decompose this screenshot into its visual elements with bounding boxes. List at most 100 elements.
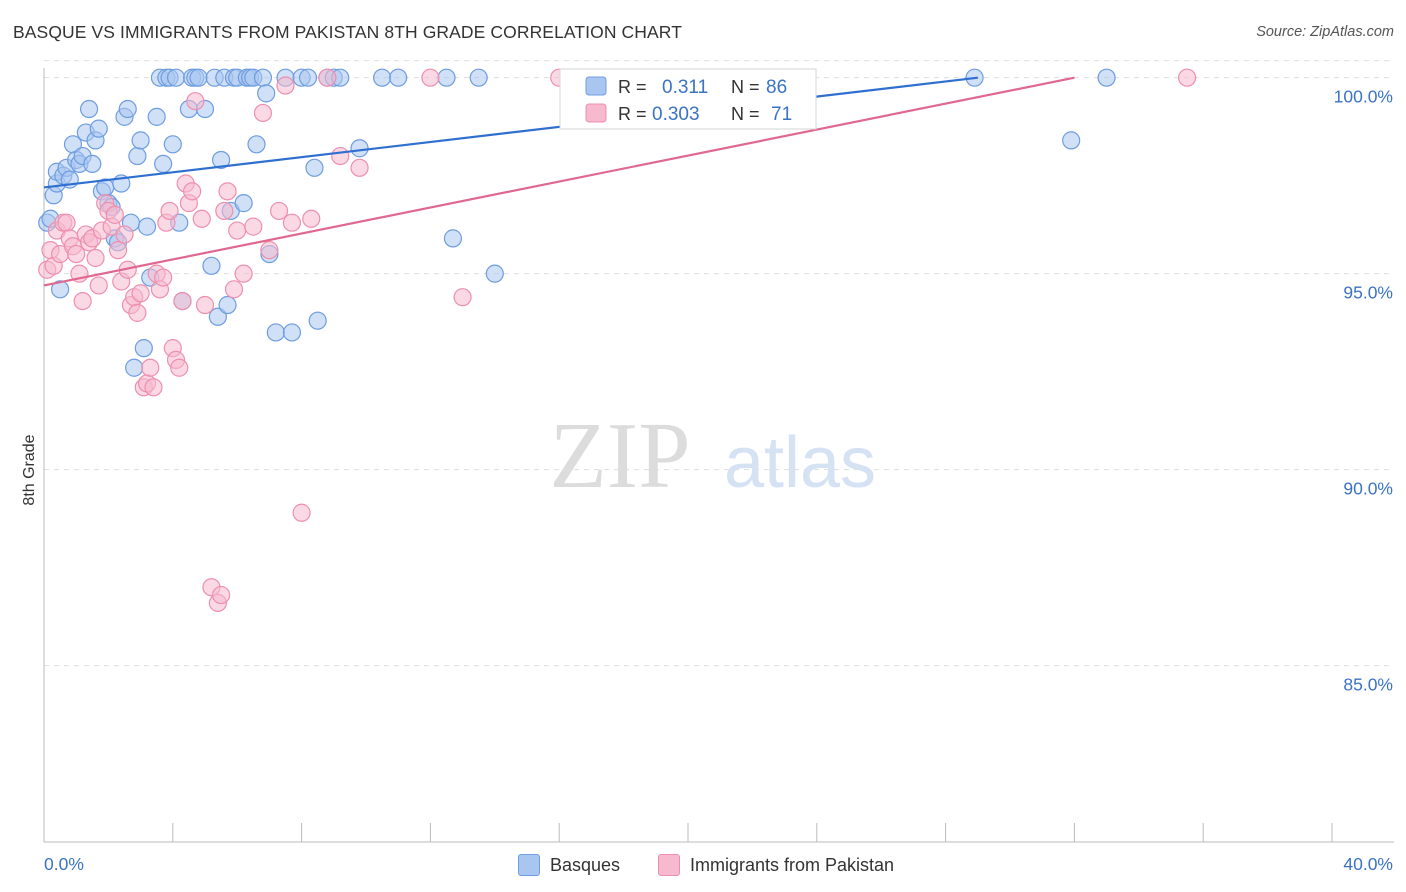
legend-label-pakistan: Immigrants from Pakistan bbox=[690, 854, 895, 875]
basques-point bbox=[1097, 68, 1116, 87]
stats-legend-box: R = 0.311 N = 86 R = 0.303 N = 71 bbox=[559, 68, 817, 130]
legend-r-label: R = bbox=[618, 104, 647, 124]
pakistan-point bbox=[234, 264, 253, 283]
watermark: ZIP atlas bbox=[550, 404, 877, 508]
pakistan-point bbox=[67, 244, 86, 264]
pakistan-point bbox=[282, 213, 302, 232]
source-label: Source: ZipAtlas.com bbox=[1256, 24, 1394, 40]
pakistan-point bbox=[195, 295, 215, 315]
basques-point bbox=[147, 107, 166, 126]
data-points bbox=[38, 68, 1197, 613]
basques-point bbox=[469, 68, 488, 87]
grid bbox=[44, 60, 1394, 667]
legend-label-basques: Basques bbox=[550, 854, 621, 875]
pakistan-point bbox=[73, 291, 92, 311]
basques-point bbox=[266, 323, 285, 342]
pakistan-point bbox=[105, 205, 124, 224]
y-tick-label: 100.0% bbox=[1334, 87, 1393, 107]
basques-point bbox=[247, 135, 266, 154]
basques-point bbox=[437, 68, 456, 87]
x-tick-label: 0.0% bbox=[44, 854, 84, 874]
basques-point bbox=[118, 99, 137, 119]
basques-point bbox=[298, 68, 318, 87]
pakistan-point bbox=[253, 103, 273, 123]
y-axis-label: 8th Grade bbox=[21, 434, 38, 505]
basques-point bbox=[154, 154, 173, 174]
basques-point bbox=[83, 154, 102, 174]
basques-point bbox=[282, 323, 302, 342]
bottom-legend: Basques Immigrants from Pakistan bbox=[0, 850, 1406, 880]
basques-point bbox=[389, 68, 408, 87]
legend-n-value: 71 bbox=[771, 104, 792, 125]
pakistan-point bbox=[224, 280, 244, 299]
watermark-zip: ZIP bbox=[550, 404, 691, 508]
pakistan-point bbox=[128, 303, 147, 322]
pakistan-point bbox=[421, 68, 440, 87]
x-tick-label: 40.0% bbox=[1343, 854, 1393, 874]
pakistan-point bbox=[154, 268, 173, 287]
pakistan-point bbox=[331, 146, 350, 166]
x-tick-labels: 0.0% 40.0% bbox=[44, 854, 1393, 874]
pakistan-point bbox=[276, 76, 295, 95]
legend-r-label: R = bbox=[618, 77, 647, 97]
pakistan-point bbox=[57, 213, 76, 232]
basques-point bbox=[305, 158, 324, 177]
pakistan-point bbox=[218, 182, 237, 201]
axes bbox=[43, 68, 1394, 843]
legend-n-label: N = bbox=[731, 104, 760, 124]
basques-point bbox=[350, 139, 369, 158]
trend-lines bbox=[43, 76, 1075, 287]
basques-point bbox=[202, 256, 221, 275]
legend-n-value: 86 bbox=[766, 77, 787, 98]
pakistan-point bbox=[89, 276, 108, 295]
basques-point bbox=[163, 135, 182, 154]
pakistan-point bbox=[115, 225, 134, 244]
basques-point bbox=[79, 99, 99, 119]
basques-point bbox=[253, 68, 273, 87]
watermark-atlas: atlas bbox=[724, 423, 876, 503]
basques-point bbox=[137, 217, 157, 236]
legend-swatch-basques bbox=[518, 854, 540, 876]
pakistan-point bbox=[228, 221, 247, 240]
y-tick-label: 90.0% bbox=[1343, 479, 1393, 499]
basques-point bbox=[208, 307, 227, 326]
pakistan-point bbox=[212, 585, 231, 605]
pakistan-trend-line bbox=[43, 76, 1075, 287]
basques-point bbox=[50, 280, 70, 299]
legend-item-pakistan[interactable]: Immigrants from Pakistan bbox=[658, 850, 894, 880]
basques-point bbox=[166, 68, 186, 87]
chart-title: BASQUE VS IMMIGRANTS FROM PAKISTAN 8TH G… bbox=[13, 22, 683, 42]
basques-point bbox=[257, 84, 276, 103]
pakistan-point bbox=[108, 241, 128, 260]
y-tick-label: 95.0% bbox=[1343, 283, 1393, 303]
pakistan-point bbox=[318, 68, 337, 87]
basques-point bbox=[89, 119, 108, 138]
pakistan-point bbox=[144, 378, 163, 397]
pakistan-point bbox=[173, 291, 192, 311]
basques-point bbox=[125, 358, 144, 377]
legend-item-basques[interactable]: Basques bbox=[518, 850, 620, 880]
basques-point bbox=[234, 194, 253, 213]
legend-n-label: N = bbox=[731, 77, 760, 97]
legend-swatch-pink bbox=[585, 103, 607, 123]
y-tick-label: 85.0% bbox=[1343, 675, 1393, 695]
pakistan-point bbox=[183, 182, 202, 201]
pakistan-point bbox=[260, 241, 279, 260]
basques-point bbox=[1062, 131, 1081, 150]
basques-trend-line bbox=[43, 76, 978, 189]
legend-swatch-pakistan bbox=[658, 854, 680, 876]
pakistan-point bbox=[170, 358, 189, 377]
pakistan-point bbox=[131, 284, 150, 303]
pakistan-point bbox=[215, 201, 234, 221]
basques-point bbox=[373, 68, 392, 87]
legend-r-value: 0.303 bbox=[652, 104, 700, 125]
pakistan-point bbox=[350, 158, 369, 177]
legend-swatch-blue bbox=[585, 76, 607, 96]
legend-r-value: 0.311 bbox=[662, 77, 708, 98]
pakistan-point bbox=[1177, 68, 1197, 87]
basques-point bbox=[308, 311, 327, 330]
y-tick-labels: 100.0% 95.0% 90.0% 85.0% bbox=[1334, 87, 1393, 695]
pakistan-point bbox=[269, 201, 289, 221]
basques-point bbox=[128, 146, 147, 166]
pakistan-point bbox=[160, 201, 179, 221]
